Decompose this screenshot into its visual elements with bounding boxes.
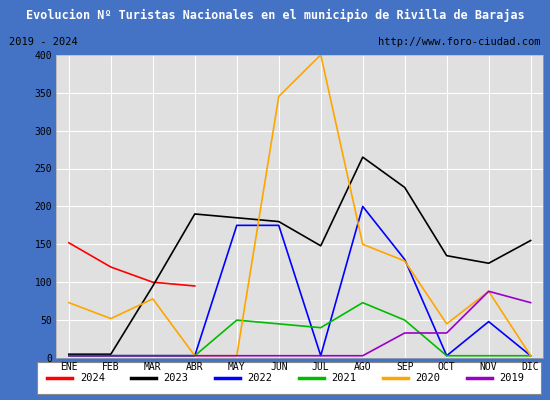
Text: http://www.foro-ciudad.com: http://www.foro-ciudad.com xyxy=(378,37,541,47)
Text: Evolucion Nº Turistas Nacionales en el municipio de Rivilla de Barajas: Evolucion Nº Turistas Nacionales en el m… xyxy=(26,9,524,22)
Text: 2022: 2022 xyxy=(248,373,273,383)
Text: 2020: 2020 xyxy=(415,373,441,383)
Text: 2019: 2019 xyxy=(499,373,524,383)
Text: 2023: 2023 xyxy=(164,373,189,383)
Text: 2021: 2021 xyxy=(332,373,356,383)
Text: 2024: 2024 xyxy=(80,373,105,383)
Text: 2019 - 2024: 2019 - 2024 xyxy=(9,37,78,47)
